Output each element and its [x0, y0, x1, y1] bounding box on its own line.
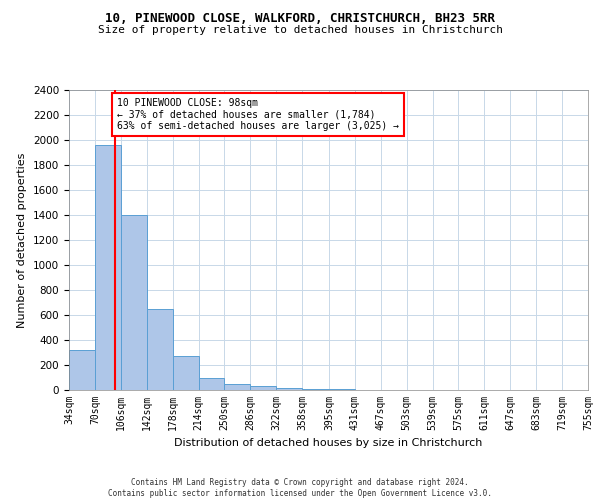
Text: Size of property relative to detached houses in Christchurch: Size of property relative to detached ho… — [97, 25, 503, 35]
Bar — [199, 378, 224, 390]
Bar — [173, 356, 199, 390]
Y-axis label: Number of detached properties: Number of detached properties — [17, 152, 28, 328]
Bar — [147, 308, 173, 390]
Bar — [250, 386, 277, 390]
Bar — [277, 388, 302, 390]
Bar — [121, 215, 147, 390]
Bar — [224, 384, 250, 390]
Text: 10 PINEWOOD CLOSE: 98sqm
← 37% of detached houses are smaller (1,784)
63% of sem: 10 PINEWOOD CLOSE: 98sqm ← 37% of detach… — [117, 98, 399, 130]
Bar — [302, 389, 329, 390]
Bar — [69, 350, 95, 390]
Bar — [95, 145, 121, 390]
X-axis label: Distribution of detached houses by size in Christchurch: Distribution of detached houses by size … — [175, 438, 482, 448]
Text: 10, PINEWOOD CLOSE, WALKFORD, CHRISTCHURCH, BH23 5RR: 10, PINEWOOD CLOSE, WALKFORD, CHRISTCHUR… — [105, 12, 495, 26]
Text: Contains HM Land Registry data © Crown copyright and database right 2024.
Contai: Contains HM Land Registry data © Crown c… — [108, 478, 492, 498]
